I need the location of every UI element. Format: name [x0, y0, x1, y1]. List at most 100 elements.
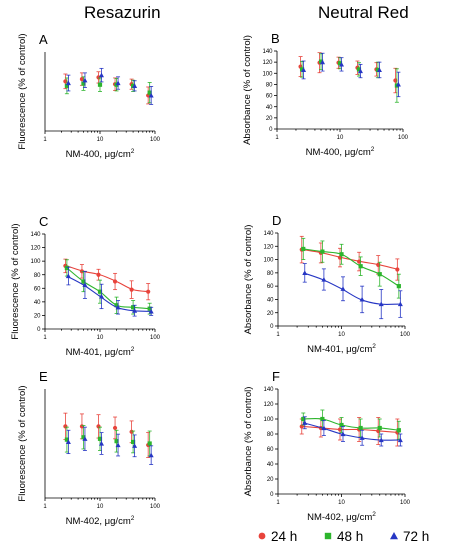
- data-point: [397, 437, 403, 443]
- series-72h: [65, 67, 154, 105]
- series-72h: [65, 426, 154, 465]
- x-axis-title: NM-401, μg/cm2: [66, 346, 135, 358]
- data-point: [376, 262, 381, 267]
- panel-d: D 1 10 100 0 20 40 60 80 100 120 140 NM-401, μg/cm2 A…: [243, 213, 411, 355]
- data-point: [359, 435, 365, 440]
- data-point: [132, 308, 138, 313]
- data-point: [302, 420, 308, 425]
- x-tick-label: 10: [337, 135, 344, 141]
- data-point: [147, 306, 152, 311]
- neutral-red-column-title: Neutral Red: [318, 3, 409, 22]
- legend-label: 24 h: [271, 529, 297, 544]
- data-point: [64, 437, 69, 442]
- y-tick-label: 120: [262, 60, 273, 66]
- x-tick-label: 10: [338, 332, 345, 338]
- data-point: [82, 77, 88, 83]
- data-point: [378, 301, 384, 307]
- y-tick-label: 140: [263, 231, 274, 237]
- y-axis-title: Absorbance (% of control): [242, 35, 253, 145]
- data-point: [64, 83, 69, 88]
- x-tick-label: 100: [150, 137, 161, 143]
- data-point: [148, 92, 154, 98]
- data-point: [115, 304, 121, 310]
- data-point: [339, 252, 344, 257]
- data-point: [146, 289, 151, 294]
- data-point: [395, 81, 401, 87]
- series-48h: [301, 237, 401, 299]
- series-72h: [302, 263, 403, 320]
- data-point: [114, 303, 119, 308]
- y-tick-label: 120: [263, 244, 274, 250]
- x-tick-label: 1: [276, 332, 280, 338]
- y-tick-label: 40: [267, 298, 274, 304]
- data-point: [301, 416, 306, 422]
- y-axis-title: Fluorescence (% of control): [10, 223, 21, 339]
- data-point: [115, 442, 121, 448]
- data-point: [115, 80, 121, 86]
- data-point: [131, 305, 136, 310]
- data-point: [132, 83, 138, 88]
- data-point: [65, 439, 71, 445]
- y-tick-label: 60: [267, 284, 274, 290]
- y-axis-title: Fluorescence (% of control): [17, 33, 28, 149]
- data-point: [63, 79, 68, 84]
- series-72h: [301, 52, 401, 98]
- panel-c: C 1 10 100 0 20 40 60 80 100 120 140 NM-401, μg/cm2 F…: [10, 214, 161, 358]
- data-point: [98, 293, 105, 299]
- data-point: [79, 76, 85, 82]
- panel-letter: C: [39, 214, 48, 229]
- y-tick-label: 0: [37, 327, 41, 333]
- x-tick-label: 100: [150, 335, 161, 341]
- y-tick-label: 0: [269, 127, 273, 133]
- x-axis-title: NM-402, μg/cm2: [307, 511, 376, 523]
- y-tick-label: 40: [34, 300, 41, 306]
- x-axis-title: NM-401, μg/cm2: [307, 343, 376, 355]
- x-tick-label: 1: [43, 504, 47, 510]
- data-point: [301, 246, 306, 252]
- data-point: [97, 436, 103, 441]
- y-tick-label: 60: [266, 94, 273, 100]
- y-tick-label: 100: [263, 258, 274, 264]
- legend-item: 24 h: [258, 529, 297, 544]
- fit-curve: [66, 275, 150, 312]
- y-tick-label: 100: [262, 71, 273, 77]
- y-tick-label: 60: [34, 286, 41, 292]
- y-axis-title: Absorbance (% of control): [243, 225, 254, 335]
- y-tick-label: 20: [266, 116, 273, 122]
- data-point: [98, 72, 105, 78]
- data-point: [356, 67, 362, 72]
- fit-curve: [303, 272, 399, 305]
- panel-letter: F: [272, 369, 280, 384]
- data-point: [112, 425, 118, 431]
- legend-square-marker: [324, 532, 332, 540]
- data-point: [129, 287, 134, 292]
- data-point: [82, 436, 88, 441]
- data-point: [299, 424, 304, 429]
- legend-label: 48 h: [337, 529, 363, 544]
- data-point: [299, 67, 305, 72]
- panel-e: E 1 10 100 NM-402, μg/cm2 Fluorescence (% of …: [17, 369, 161, 527]
- data-point: [148, 308, 154, 314]
- panel-f: F 1 10 100 0 20 40 60 80 100 120 140 NM-402, μg/cm2 A…: [243, 369, 411, 523]
- x-tick-label: 100: [400, 500, 411, 506]
- data-point: [393, 78, 398, 83]
- panel-letter: E: [39, 369, 48, 384]
- data-point: [320, 416, 325, 422]
- data-point: [320, 59, 326, 65]
- legend-item: 72 h: [390, 529, 429, 544]
- series-48h: [299, 53, 399, 103]
- x-axis-title: NM-400, μg/cm2: [66, 148, 135, 160]
- series-48h: [64, 76, 152, 104]
- data-point: [358, 425, 363, 431]
- data-point: [81, 435, 86, 440]
- data-point: [396, 284, 401, 289]
- y-tick-label: 60: [267, 447, 274, 453]
- x-axis-title: NM-402, μg/cm2: [66, 515, 135, 527]
- fit-curve: [303, 248, 400, 287]
- data-point: [321, 276, 327, 282]
- data-point: [337, 61, 343, 66]
- y-tick-label: 20: [34, 314, 41, 320]
- y-tick-label: 0: [270, 492, 274, 498]
- data-point: [131, 439, 136, 445]
- data-point: [375, 67, 381, 73]
